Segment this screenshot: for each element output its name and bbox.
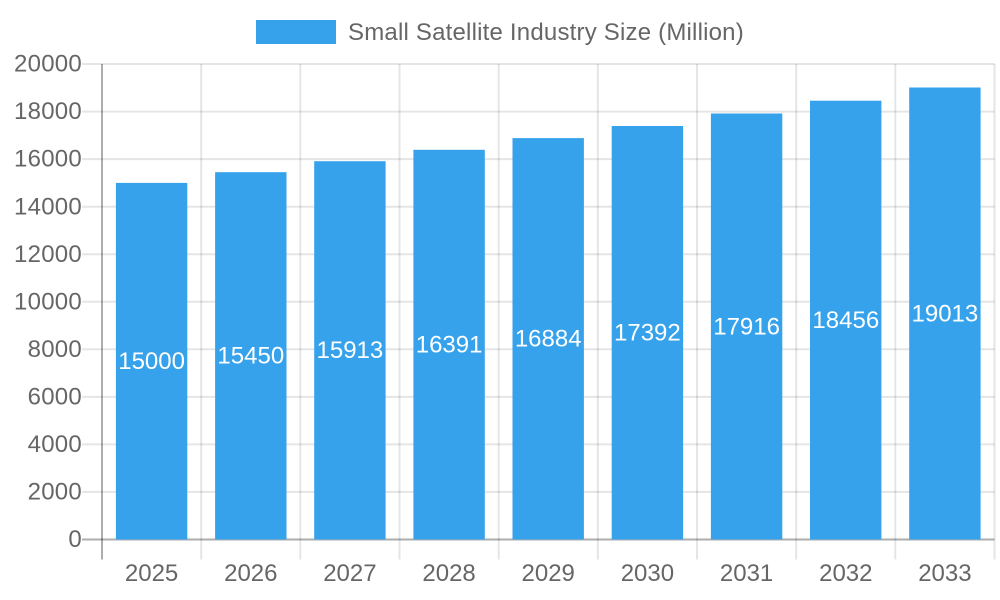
- svg-text:14000: 14000: [14, 193, 82, 220]
- svg-text:2027: 2027: [323, 560, 376, 587]
- svg-text:18000: 18000: [14, 98, 82, 125]
- svg-text:15913: 15913: [317, 337, 384, 364]
- svg-text:2028: 2028: [422, 560, 475, 587]
- svg-text:16000: 16000: [14, 146, 82, 173]
- svg-text:4000: 4000: [28, 431, 82, 458]
- svg-text:20000: 20000: [14, 51, 82, 78]
- svg-text:2033: 2033: [918, 560, 971, 587]
- svg-text:19013: 19013: [912, 300, 979, 327]
- svg-text:2000: 2000: [28, 479, 82, 506]
- svg-text:17392: 17392: [614, 320, 681, 347]
- svg-text:16884: 16884: [515, 326, 582, 353]
- svg-text:16391: 16391: [416, 332, 483, 359]
- svg-text:2026: 2026: [224, 560, 277, 587]
- svg-text:Small Satellite Industry Size: Small Satellite Industry Size (Million): [348, 19, 744, 46]
- svg-text:17916: 17916: [713, 313, 780, 340]
- svg-text:2029: 2029: [522, 560, 575, 587]
- svg-text:6000: 6000: [28, 384, 82, 411]
- svg-text:18456: 18456: [812, 307, 879, 334]
- svg-text:12000: 12000: [14, 241, 82, 268]
- svg-text:15000: 15000: [118, 348, 185, 375]
- svg-text:2032: 2032: [819, 560, 872, 587]
- svg-text:2031: 2031: [720, 560, 773, 587]
- svg-text:2025: 2025: [125, 560, 178, 587]
- svg-text:0: 0: [68, 526, 82, 553]
- svg-text:2030: 2030: [621, 560, 674, 587]
- svg-text:10000: 10000: [14, 288, 82, 315]
- svg-text:8000: 8000: [28, 336, 82, 363]
- svg-text:15450: 15450: [217, 343, 284, 370]
